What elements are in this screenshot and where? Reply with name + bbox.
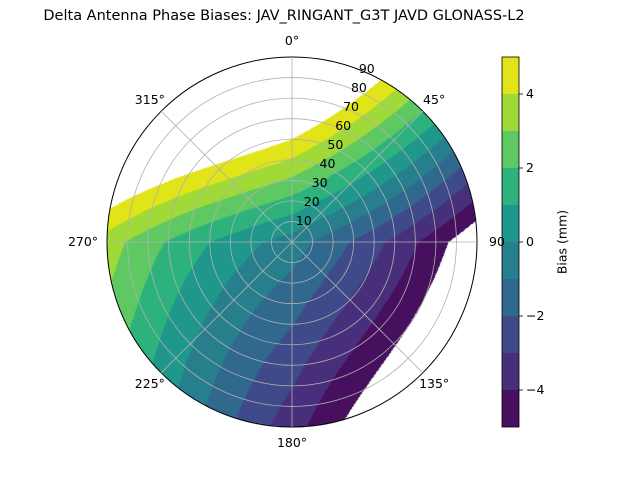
chart-title: Delta Antenna Phase Biases: JAV_RINGANT_… [43, 8, 525, 24]
angular-gridline [160, 110, 293, 243]
colorbar-segment [502, 168, 519, 205]
angular-gridline [160, 241, 293, 374]
colorbar-segment [502, 353, 519, 390]
colorbar-segment [502, 242, 519, 279]
colorbar-segment [502, 131, 519, 168]
colorbar-segment [502, 57, 519, 94]
colorbar-segment [502, 205, 519, 242]
colorbar-segment [502, 279, 519, 316]
colorbar-segment [502, 94, 519, 131]
angular-gridline [291, 110, 424, 243]
angular-gridline [291, 241, 424, 374]
colorbar-segment [502, 390, 519, 427]
colorbar-segment [502, 316, 519, 353]
